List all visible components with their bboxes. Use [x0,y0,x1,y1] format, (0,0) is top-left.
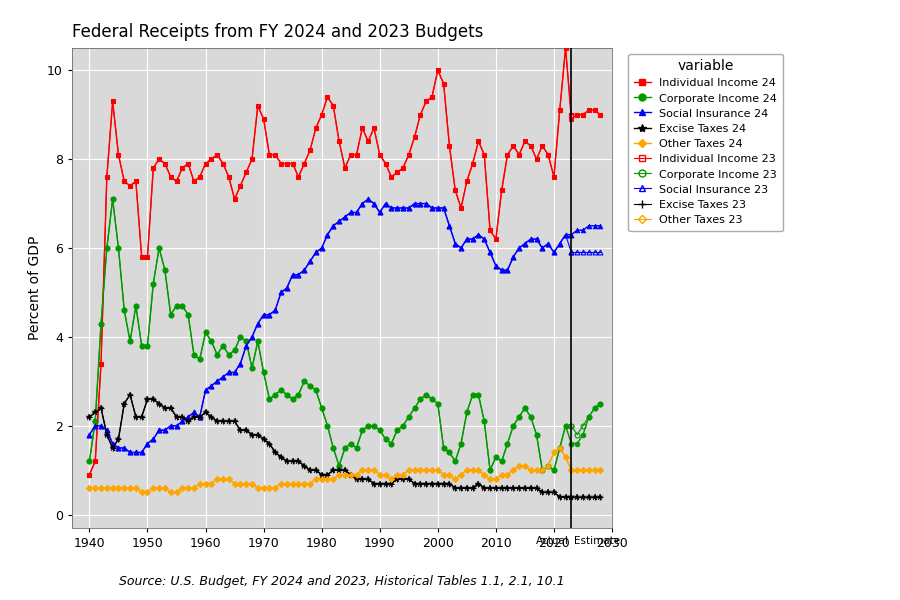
Text: Source: U.S. Budget, FY 2024 and 2023, Historical Tables 1.1, 2.1, 10.1: Source: U.S. Budget, FY 2024 and 2023, H… [119,575,565,588]
Legend: Individual Income 24, Corporate Income 24, Social Insurance 24, Excise Taxes 24,: Individual Income 24, Corporate Income 2… [628,53,783,231]
Text: Federal Receipts from FY 2024 and 2023 Budgets: Federal Receipts from FY 2024 and 2023 B… [72,23,483,41]
Y-axis label: Percent of GDP: Percent of GDP [28,236,41,340]
Text: Actual: Actual [536,536,569,546]
Text: Estimate: Estimate [574,536,620,546]
